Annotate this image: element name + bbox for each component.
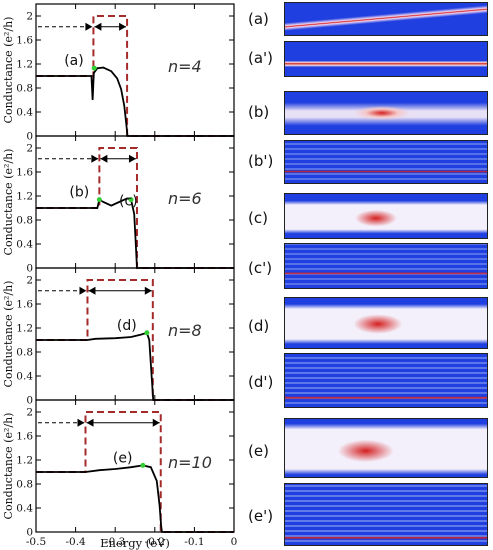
density-map-column: (a) (a') (b) (b') (c) (c') (d) (d') (e) … bbox=[248, 0, 493, 550]
window-arrow-head-left bbox=[88, 286, 96, 295]
window-arrow-head-left bbox=[100, 154, 108, 163]
y-tick-label: 0.8 bbox=[16, 347, 33, 359]
map-label-d: (d) bbox=[248, 317, 270, 335]
panel-n-label: n=10 bbox=[168, 453, 212, 472]
conductance-curve bbox=[36, 331, 234, 401]
x-tick-label: -0.3 bbox=[105, 536, 125, 548]
y-tick-label: 2 bbox=[26, 275, 33, 287]
window-arrow-head-left bbox=[94, 22, 102, 31]
marked-point-2 bbox=[128, 197, 134, 203]
window-arrow-head-right bbox=[152, 418, 160, 427]
y-tick-label: 2 bbox=[26, 143, 33, 155]
density-map-b bbox=[284, 91, 488, 135]
conductance-curve bbox=[36, 66, 234, 137]
y-axis-label: Conductance (e²/h) bbox=[2, 281, 15, 388]
y-tick-label: 0.4 bbox=[16, 239, 33, 251]
panel-frame bbox=[35, 399, 235, 533]
y-tick-label: 1.2 bbox=[16, 191, 33, 203]
panel-frame bbox=[35, 3, 235, 137]
map-label-e-prime: (e') bbox=[248, 507, 274, 525]
panel-n-label: n=8 bbox=[168, 321, 202, 340]
panel-n-label: n=4 bbox=[168, 57, 202, 76]
map-label-b: (b) bbox=[248, 103, 270, 121]
y-tick-label: 1.2 bbox=[16, 455, 33, 467]
panel-1 bbox=[35, 3, 235, 137]
x-tick-label: -0.1 bbox=[184, 536, 204, 548]
map-label-a: (a) bbox=[248, 10, 269, 28]
y-tick-label: 0.4 bbox=[16, 503, 33, 515]
conductance-curve bbox=[36, 464, 234, 533]
y-tick-label: 0.8 bbox=[16, 83, 33, 95]
y-tick-label: 2 bbox=[26, 11, 33, 23]
density-map-c-prime bbox=[284, 243, 488, 289]
y-axis-label: Conductance (e²/h) bbox=[2, 17, 15, 124]
panel-4 bbox=[35, 399, 235, 533]
y-tick-label: 1.6 bbox=[16, 167, 33, 179]
y-tick-label: 0 bbox=[26, 131, 33, 143]
map-label-d-prime: (d') bbox=[248, 373, 274, 391]
y-tick-label: 0 bbox=[26, 395, 33, 407]
map-label-a-prime: (a') bbox=[248, 49, 274, 67]
y-axis-label: Conductance (e²/h) bbox=[2, 149, 15, 256]
y-tick-label: 1.6 bbox=[16, 431, 33, 443]
gap-arrow-head-right bbox=[79, 286, 87, 295]
point-label: (e) bbox=[113, 450, 133, 466]
y-tick-label: 0.4 bbox=[16, 371, 33, 383]
y-tick-label: 0 bbox=[26, 527, 33, 539]
window-arrow-head-left bbox=[86, 418, 94, 427]
conductance-chart: 0 0.4 0.8 1.2 1.6 2 Conductance (e²/h) (a) n=4 0 0… bbox=[2, 3, 238, 550]
map-label-c-prime: (c') bbox=[248, 259, 273, 277]
point-label: (a) bbox=[64, 53, 84, 69]
map-label-b-prime: (b') bbox=[248, 152, 274, 170]
y-tick-label: 1.6 bbox=[16, 35, 33, 47]
y-tick-label: 0 bbox=[26, 263, 33, 275]
gap-arrow-head-right bbox=[91, 154, 99, 163]
density-map-a-prime bbox=[284, 41, 488, 77]
x-tick-label: -0.2 bbox=[145, 536, 165, 548]
y-tick-label: 0.8 bbox=[16, 479, 33, 491]
density-map-a bbox=[284, 2, 488, 36]
map-label-c: (c) bbox=[248, 209, 268, 227]
density-map-c bbox=[284, 193, 488, 239]
map-label-e: (e) bbox=[248, 442, 269, 460]
y-tick-label: 0.8 bbox=[16, 215, 33, 227]
x-axis-label: Energy (eV) bbox=[100, 536, 170, 550]
point-label: (d) bbox=[117, 318, 137, 334]
gap-arrow-head-right bbox=[85, 22, 93, 31]
x-tick-label: 0 bbox=[231, 536, 238, 548]
y-tick-label: 1.2 bbox=[16, 323, 33, 335]
density-map-e-prime bbox=[284, 483, 488, 546]
marked-point bbox=[144, 330, 150, 336]
point-label: (b) bbox=[69, 185, 89, 201]
marked-point bbox=[140, 462, 146, 468]
y-axis-label: Conductance (e²/h) bbox=[2, 413, 15, 520]
density-map-e bbox=[284, 418, 488, 478]
x-tick-label: -0.4 bbox=[65, 536, 86, 548]
y-tick-label: 1.2 bbox=[16, 59, 33, 71]
marked-point bbox=[96, 197, 102, 203]
density-map-d-prime bbox=[284, 353, 488, 408]
panel-3 bbox=[35, 267, 235, 401]
y-tick-label: 2 bbox=[26, 407, 33, 419]
window-arrow-head-right bbox=[119, 22, 127, 31]
density-map-b-prime bbox=[284, 140, 488, 184]
density-map-d bbox=[284, 297, 488, 349]
gap-arrow-head-right bbox=[77, 418, 85, 427]
window-arrow-head-right bbox=[128, 154, 136, 163]
panel-n-label: n=6 bbox=[168, 189, 202, 208]
y-tick-label: 0.4 bbox=[16, 107, 33, 119]
y-tick-label: 1.6 bbox=[16, 299, 33, 311]
marked-point bbox=[91, 65, 97, 71]
window-arrow-head-right bbox=[144, 286, 152, 295]
panel-frame bbox=[35, 267, 235, 401]
point-label-2: (c) bbox=[119, 194, 138, 210]
step-conductance-line bbox=[36, 411, 234, 533]
x-tick-label: -0.5 bbox=[26, 536, 46, 548]
